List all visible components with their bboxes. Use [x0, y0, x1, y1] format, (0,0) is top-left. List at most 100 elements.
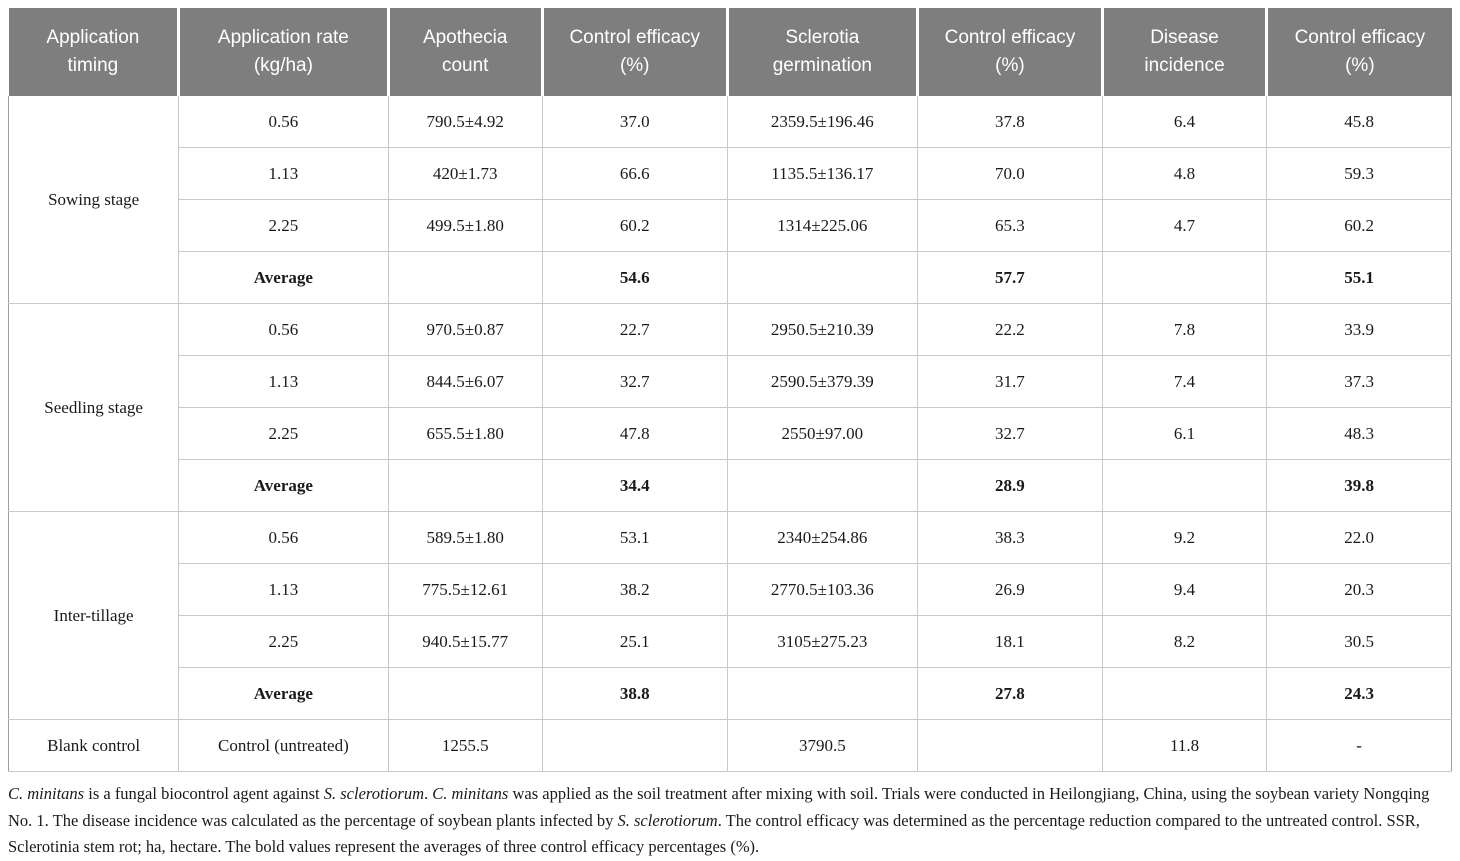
table-row: Average 34.4 28.9 39.8 [9, 459, 1452, 512]
efficacy2-cell: 31.7 [917, 355, 1103, 408]
efficacy2-cell [917, 719, 1103, 772]
rate-cell: 1.13 [178, 147, 389, 200]
efficacy1-cell: 38.2 [541, 563, 728, 616]
sclerotia-cell: 1135.5±136.17 [726, 147, 919, 200]
table-header-row: Application timing Application rate (kg/h… [8, 8, 1452, 96]
incidence-cell: 9.4 [1101, 563, 1268, 616]
rate-cell: 2.25 [178, 615, 389, 668]
efficacy2-cell: 37.8 [917, 96, 1103, 148]
rate-cell: 0.56 [178, 96, 389, 148]
table-row: Seedling stage 0.56 970.5±0.87 22.7 2950.5±2… [7, 303, 1452, 512]
efficacy3-cell: 22.0 [1266, 511, 1452, 564]
table-row: Inter-tillage 0.56 589.5±1.80 53.1 2340±254.… [7, 511, 1452, 720]
incidence-cell: 7.4 [1101, 355, 1268, 408]
incidence-cell: 4.8 [1101, 147, 1268, 200]
table-body: Sowing stage 0.56 790.5±4.92 37.0 2359.5±196… [7, 96, 1452, 772]
incidence-cell: 9.2 [1101, 511, 1268, 564]
rate-cell: 2.25 [178, 407, 389, 460]
efficacy2-cell: 70.0 [917, 147, 1103, 200]
table-row: 1.13 420±1.73 66.6 1135.5±136.17 70.0 4.8 59.3 [9, 147, 1452, 200]
apothecia-cell: 940.5±15.77 [387, 615, 543, 668]
column-header-5: Sclerotia germination [725, 8, 918, 96]
efficacy2-cell: 26.9 [917, 563, 1103, 616]
table-row: 2.25 655.5±1.80 47.8 2550±97.00 32.7 6.1 48.3 [9, 407, 1452, 460]
timing-cell: Inter-tillage [7, 511, 180, 720]
rate-cell: 0.56 [178, 303, 389, 356]
sclerotia-cell: 1314±225.06 [726, 199, 919, 252]
incidence-cell: 4.7 [1101, 199, 1268, 252]
footnote-segment: is a fungal biocontrol agent against [84, 784, 324, 803]
efficacy3-cell: 33.9 [1266, 303, 1452, 356]
efficacy3-cell: 30.5 [1266, 615, 1452, 668]
efficacy3-cell: - [1266, 719, 1452, 772]
incidence-cell: 8.2 [1101, 615, 1268, 668]
footnote-segment: . [423, 784, 433, 803]
table-row: Average 38.8 27.8 24.3 [9, 667, 1452, 720]
efficacy1-cell: 34.4 [541, 459, 728, 512]
efficacy1-cell: 47.8 [541, 407, 728, 460]
table-row: 2.25 499.5±1.80 60.2 1314±225.06 65.3 4.7 60.2 [9, 199, 1452, 252]
incidence-cell: 11.8 [1101, 719, 1268, 772]
apothecia-cell: 775.5±12.61 [387, 563, 543, 616]
footnote-italic-segment: C. minitans [8, 784, 85, 803]
column-header-3: Apothecia count [386, 8, 543, 96]
timing-cell: Seedling stage [7, 303, 180, 512]
efficacy3-cell: 55.1 [1266, 251, 1452, 304]
table-row: Blank control Control (untreated) 1255.5 37… [7, 719, 1452, 772]
results-table: Application timing Application rate (kg/h… [7, 8, 1452, 772]
rate-cell: 0.56 [178, 511, 389, 564]
efficacy2-cell: 22.2 [917, 303, 1103, 356]
sclerotia-cell: 3790.5 [726, 719, 919, 772]
sclerotia-cell [726, 251, 919, 304]
efficacy2-cell: 38.3 [917, 511, 1103, 564]
efficacy1-cell: 54.6 [541, 251, 728, 304]
rate-cell: Control (untreated) [178, 719, 389, 772]
efficacy3-cell: 39.8 [1266, 459, 1452, 512]
table-row: Average 54.6 57.7 55.1 [9, 251, 1452, 304]
apothecia-cell: 844.5±6.07 [387, 355, 543, 408]
efficacy1-cell: 22.7 [541, 303, 728, 356]
efficacy3-cell: 59.3 [1266, 147, 1452, 200]
apothecia-cell: 790.5±4.92 [387, 96, 543, 148]
footnote-italic-segment: C. minitans [432, 784, 509, 803]
column-header-6: Control efficacy (%) [916, 8, 1103, 96]
footnote: C. minitans is a fungal biocontrol agent… [8, 781, 1452, 861]
efficacy3-cell: 37.3 [1266, 355, 1452, 408]
efficacy2-cell: 27.8 [917, 667, 1103, 720]
efficacy3-cell: 60.2 [1266, 199, 1452, 252]
incidence-cell [1101, 459, 1268, 512]
column-header-8: Control efficacy (%) [1265, 8, 1452, 96]
apothecia-cell: 589.5±1.80 [387, 511, 543, 564]
rate-cell: Average [178, 667, 389, 720]
sclerotia-cell: 2950.5±210.39 [726, 303, 919, 356]
table-row: 1.13 775.5±12.61 38.2 2770.5±103.36 26.9 9.4 2… [9, 563, 1452, 616]
efficacy1-cell: 38.8 [541, 667, 728, 720]
column-header-2: Application rate (kg/ha) [177, 8, 388, 96]
rate-cell: 1.13 [178, 563, 389, 616]
efficacy2-cell: 28.9 [917, 459, 1103, 512]
incidence-cell: 7.8 [1101, 303, 1268, 356]
apothecia-cell: 420±1.73 [387, 147, 543, 200]
efficacy1-cell: 37.0 [541, 96, 728, 148]
efficacy3-cell: 45.8 [1266, 96, 1452, 148]
apothecia-cell [387, 667, 543, 720]
efficacy1-cell: 66.6 [541, 147, 728, 200]
efficacy3-cell: 20.3 [1266, 563, 1452, 616]
incidence-cell [1101, 667, 1268, 720]
sclerotia-cell: 3105±275.23 [726, 615, 919, 668]
table-row: 1.13 844.5±6.07 32.7 2590.5±379.39 31.7 7.4 37… [9, 355, 1452, 408]
efficacy2-cell: 65.3 [917, 199, 1103, 252]
rate-cell: 2.25 [178, 199, 389, 252]
apothecia-cell: 1255.5 [387, 719, 543, 772]
sclerotia-cell: 2550±97.00 [726, 407, 919, 460]
efficacy2-cell: 18.1 [917, 615, 1103, 668]
apothecia-cell: 499.5±1.80 [387, 199, 543, 252]
efficacy3-cell: 24.3 [1266, 667, 1452, 720]
efficacy3-cell: 48.3 [1266, 407, 1452, 460]
column-header-4: Control efficacy (%) [540, 8, 728, 96]
incidence-cell: 6.1 [1101, 407, 1268, 460]
sclerotia-cell: 2340±254.86 [726, 511, 919, 564]
incidence-cell: 6.4 [1101, 96, 1268, 148]
incidence-cell [1101, 251, 1268, 304]
rate-cell: 1.13 [178, 355, 389, 408]
